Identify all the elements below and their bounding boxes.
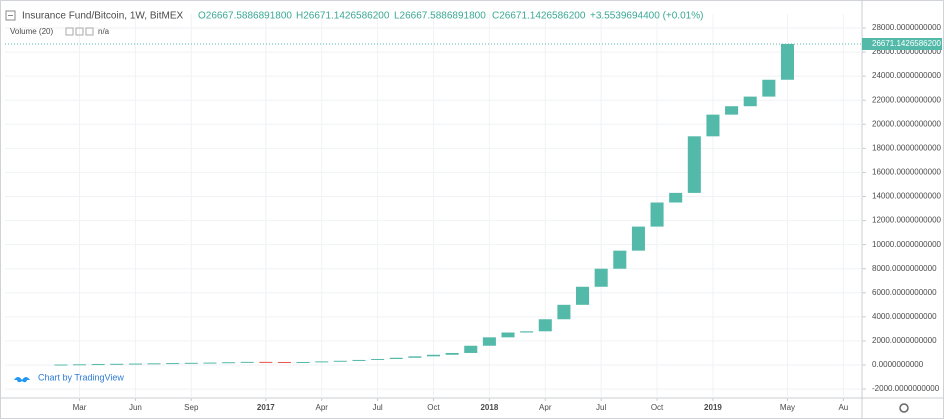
candle-body	[464, 345, 478, 353]
x-tick-label: Apr	[539, 403, 552, 412]
candle-body	[296, 361, 310, 363]
candle-body	[91, 364, 105, 366]
candle-body	[445, 352, 459, 355]
y-tick-label: 12000.0000000000	[872, 216, 942, 225]
candle-body	[762, 79, 776, 97]
candle-body	[333, 360, 347, 362]
candle-body	[110, 363, 124, 365]
x-tick-label: Au	[838, 403, 848, 412]
x-tick-label: Jun	[129, 403, 142, 412]
x-tick-label: Sep	[184, 403, 199, 412]
y-tick-label: 20000.0000000000	[872, 119, 942, 128]
candle-body	[594, 268, 608, 287]
y-tick-label: 4000.0000000000	[872, 312, 937, 321]
candle-body	[538, 319, 552, 332]
candle-body	[147, 363, 161, 365]
candle-body	[520, 331, 534, 333]
x-tick-label: Mar	[73, 403, 87, 412]
candle-body	[426, 354, 441, 357]
candle-body	[259, 361, 273, 363]
candle-body	[389, 357, 403, 359]
collapse-icon[interactable]	[5, 10, 16, 21]
x-tick-label: Jul	[596, 403, 606, 412]
x-tick-label: 2018	[480, 403, 498, 412]
y-tick-label: -2000.0000000000	[872, 384, 940, 393]
settings-icon[interactable]	[75, 27, 84, 36]
y-tick-label: 26000.0000000000	[872, 47, 942, 56]
x-tick-label: Oct	[651, 403, 664, 412]
candle-body	[128, 363, 142, 365]
settings-gear[interactable]	[899, 403, 909, 413]
candle-body	[613, 250, 627, 269]
tv-logo	[14, 377, 30, 383]
candle-body	[222, 362, 236, 364]
candle-body	[315, 361, 329, 363]
eye-icon[interactable]	[65, 27, 74, 36]
candle-body	[166, 363, 180, 365]
y-tick-label: 22000.0000000000	[872, 95, 942, 104]
candle-body	[277, 361, 291, 363]
y-tick-label: 24000.0000000000	[872, 71, 942, 80]
symbol[interactable]: Insurance Fund/Bitcoin, 1W, BitMEX	[22, 11, 184, 22]
candle-body	[557, 304, 571, 320]
last-price-marker	[862, 37, 942, 50]
candle-body	[780, 43, 794, 80]
candle-body	[706, 114, 720, 137]
candle-body	[687, 136, 701, 193]
candle-body	[240, 361, 254, 363]
candle-body	[743, 96, 757, 107]
candle-body	[184, 362, 198, 364]
y-tick-label: 2000.0000000000	[872, 336, 937, 345]
candle-body	[482, 337, 496, 346]
x-tick-label: Jul	[372, 403, 382, 412]
candle-body	[54, 364, 68, 366]
y-tick-label: 16000.0000000000	[872, 168, 942, 177]
x-tick-label: 2017	[257, 403, 275, 412]
watermark[interactable]: Chart by TradingView	[38, 372, 124, 382]
y-tick-label: 10000.0000000000	[872, 240, 942, 249]
y-tick-label: 18000.0000000000	[872, 143, 942, 152]
ohlc-change: +3.5539694400 (+0.01%)	[590, 11, 703, 22]
x-tick-label: May	[780, 403, 795, 412]
candle-body	[371, 358, 385, 360]
ohlc-close: C26671.1426586200	[492, 11, 586, 22]
candle-body	[408, 356, 422, 358]
x-tick-label: Apr	[315, 403, 328, 412]
candle-body	[631, 226, 645, 251]
candle-body	[203, 362, 217, 364]
y-tick-label: 28000.0000000000	[872, 23, 942, 32]
y-tick-label: 14000.0000000000	[872, 192, 942, 201]
candle-body	[725, 106, 739, 115]
candle-body	[501, 332, 515, 338]
volume-label: Volume (20)	[10, 27, 53, 36]
candle-body	[73, 364, 87, 366]
candle-body	[576, 286, 590, 305]
ohlc-low: L26667.5886891800	[394, 11, 486, 22]
last-price-label: 26671.1426586200	[872, 39, 942, 48]
plot	[5, 14, 862, 398]
candle-body	[669, 192, 683, 203]
candle-body	[352, 359, 366, 361]
close-icon[interactable]	[85, 27, 94, 36]
candle-body	[650, 202, 664, 227]
y-tick-label: 0.0000000000	[872, 360, 924, 369]
y-tick-label: 8000.0000000000	[872, 264, 937, 273]
ohlc-open: O26667.5886891800	[198, 11, 292, 22]
y-tick-label: 6000.0000000000	[872, 288, 937, 297]
x-tick-label: 2019	[704, 403, 722, 412]
ohlc-high: H26671.1426586200	[296, 11, 390, 22]
volume-value: n/a	[98, 27, 110, 36]
x-tick-label: Oct	[427, 403, 440, 412]
